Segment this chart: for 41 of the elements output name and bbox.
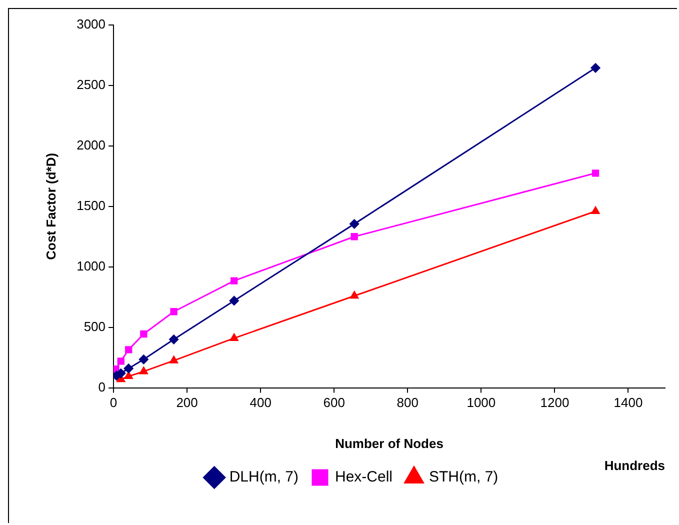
legend-label: DLH(m, 7) [229, 468, 299, 486]
point [590, 63, 600, 73]
point [139, 366, 148, 374]
point [229, 296, 239, 306]
point [116, 368, 126, 378]
point [350, 233, 358, 240]
point [140, 330, 148, 338]
point [124, 364, 134, 374]
x-tick-label: 600 [323, 395, 345, 410]
y-tick-label: 2500 [76, 77, 106, 92]
legend-label: Hex-Cell [335, 468, 393, 486]
point [592, 170, 600, 177]
point [124, 372, 133, 380]
y-tick-label: 1500 [76, 198, 106, 213]
point [170, 308, 178, 316]
point [117, 358, 124, 365]
point [350, 219, 360, 229]
point [170, 356, 178, 364]
y-tick-label: 2000 [76, 138, 106, 153]
x-tick-label: 1200 [540, 395, 570, 410]
x-tick-label: 1400 [614, 395, 643, 410]
x-tick-label: 0 [110, 395, 118, 410]
x-tick-label: 1000 [466, 395, 496, 410]
point [591, 206, 600, 214]
y-tick-label: 500 [84, 318, 106, 334]
y-axis-title: Cost Factor (d*D) [43, 152, 58, 260]
legend-label: STH(m, 7) [429, 468, 498, 486]
point [169, 334, 179, 344]
x-tick-label: 400 [250, 395, 272, 410]
text: Hundreds [604, 458, 665, 474]
x-axis-title: Number of Nodes [335, 436, 444, 451]
y-tick-label: 1000 [76, 258, 106, 274]
y-tick-label: 3000 [76, 16, 106, 32]
point [230, 277, 238, 284]
point [350, 291, 359, 299]
x-tick-label: 200 [176, 395, 198, 410]
point [125, 346, 132, 354]
point [138, 354, 148, 364]
x-tick-label: 800 [396, 395, 418, 410]
y-tick-label: 0 [98, 379, 106, 394]
point [230, 333, 238, 341]
